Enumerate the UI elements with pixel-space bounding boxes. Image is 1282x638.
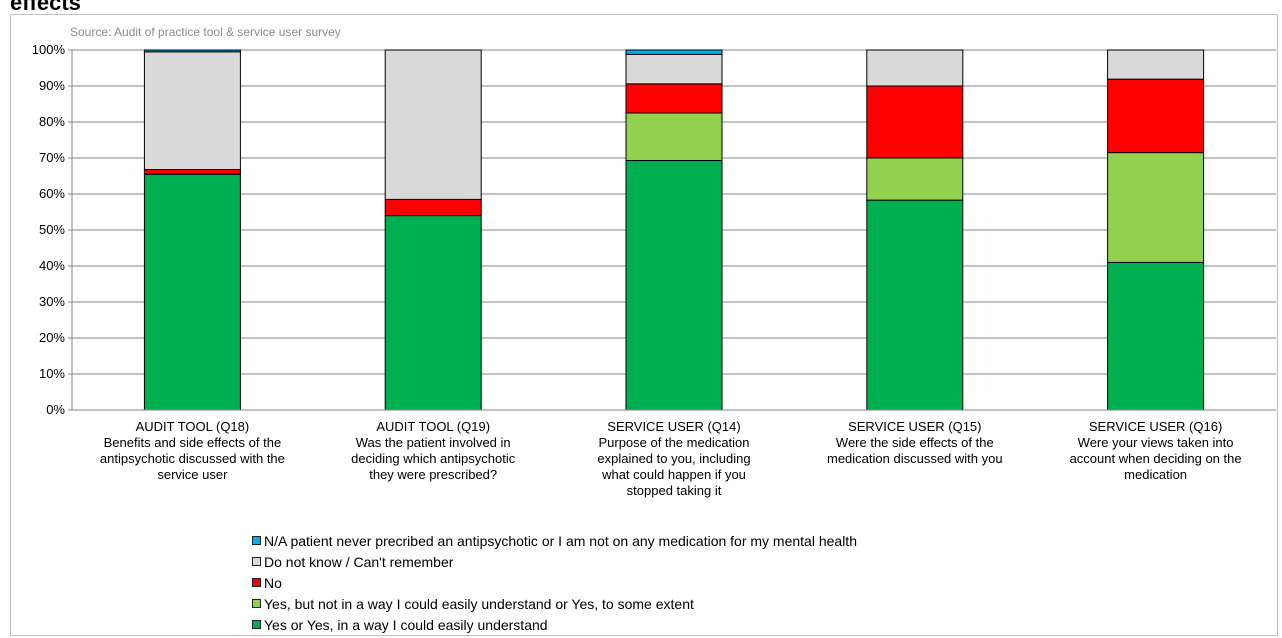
- x-tick-label: antipsychotic discussed with the: [100, 451, 285, 466]
- y-tick-label: 80%: [39, 114, 65, 129]
- legend-label: Yes or Yes, in a way I could easily unde…: [264, 616, 548, 633]
- x-tick-label: Purpose of the medication: [598, 435, 749, 450]
- y-tick-label: 20%: [39, 330, 65, 345]
- bar-segment: [1107, 49, 1205, 80]
- y-tick-label: 90%: [39, 78, 65, 93]
- x-tick-label: service user: [157, 467, 228, 482]
- x-tick-label: medication: [1124, 467, 1187, 482]
- bar-segment: [143, 173, 241, 411]
- legend-swatch: [252, 557, 261, 566]
- bar-segment: [625, 160, 723, 411]
- x-tick-label: Were your views taken into: [1078, 435, 1234, 450]
- x-tick-label: medication discussed with you: [827, 451, 1003, 466]
- y-tick-label: 60%: [39, 186, 65, 201]
- x-tick-label: SERVICE USER (Q15): [848, 419, 981, 434]
- legend-item: No: [252, 572, 857, 593]
- x-tick-label: explained to you, including: [597, 451, 750, 466]
- legend-item: N/A patient never precribed an antipsych…: [252, 530, 857, 551]
- x-tick-label: what could happen if you: [601, 467, 746, 482]
- bar-segment: [384, 49, 482, 200]
- chart-frame: [10, 14, 1278, 636]
- x-tick-label: Were the side effects of the: [836, 435, 994, 450]
- legend-item: Yes or Yes, in a way I could easily unde…: [252, 614, 857, 635]
- legend-label: No: [264, 574, 282, 591]
- bar-segment: [1107, 261, 1205, 411]
- y-tick-label: 30%: [39, 294, 65, 309]
- bar-segment: [1107, 78, 1205, 154]
- bar-segment: [866, 85, 964, 159]
- legend-swatch: [252, 620, 261, 629]
- bar-segment: [866, 157, 964, 201]
- y-tick-label: 70%: [39, 150, 65, 165]
- bar-segment: [143, 51, 241, 171]
- legend-label: N/A patient never precribed an antipsych…: [264, 532, 857, 549]
- x-tick-label: account when deciding on the: [1070, 451, 1242, 466]
- bar-segment: [866, 49, 964, 87]
- legend-swatch: [252, 536, 261, 545]
- bar-segment: [143, 169, 241, 175]
- x-tick-label: AUDIT TOOL (Q18): [136, 419, 250, 434]
- y-tick-label: 100%: [32, 42, 66, 57]
- chart-source: Source: Audit of practice tool & service…: [70, 25, 341, 39]
- y-tick-label: 10%: [39, 366, 65, 381]
- bar-segment: [384, 215, 482, 411]
- legend-label: Yes, but not in a way I could easily und…: [264, 595, 694, 612]
- y-tick-label: 0%: [46, 402, 65, 417]
- legend-item: Yes, but not in a way I could easily und…: [252, 593, 857, 614]
- x-tick-label: Benefits and side effects of the: [104, 435, 282, 450]
- bar-segment: [625, 53, 723, 85]
- legend-swatch: [252, 599, 261, 608]
- bar-segment: [625, 83, 723, 114]
- legend-swatch: [252, 578, 261, 587]
- x-tick-label: SERVICE USER (Q16): [1089, 419, 1222, 434]
- legend-item: Do not know / Can't remember: [252, 551, 857, 572]
- chart-legend: N/A patient never precribed an antipsych…: [252, 530, 857, 635]
- page-title: effects: [10, 0, 81, 15]
- bar-segment: [143, 49, 241, 53]
- legend-label: Do not know / Can't remember: [264, 553, 454, 570]
- x-tick-label: AUDIT TOOL (Q19): [376, 419, 490, 434]
- bar-segment: [1107, 152, 1205, 263]
- bar-segment: [625, 49, 723, 55]
- x-tick-label: Was the patient involved in: [356, 435, 511, 450]
- x-tick-label: they were prescribed?: [369, 467, 497, 482]
- x-tick-label: stopped taking it: [627, 483, 722, 498]
- bar-segment: [625, 112, 723, 162]
- bar-segment: [384, 198, 482, 217]
- bar-segment: [866, 199, 964, 411]
- x-tick-label: SERVICE USER (Q14): [607, 419, 740, 434]
- x-tick-label: deciding which antipsychotic: [351, 451, 516, 466]
- y-tick-label: 40%: [39, 258, 65, 273]
- stacked-bar-chart: 0% 10% 20% 30% 40% 50% 60% 70% 80% 90% 100% AUDIT T…: [32, 42, 1276, 498]
- y-tick-label: 50%: [39, 222, 65, 237]
